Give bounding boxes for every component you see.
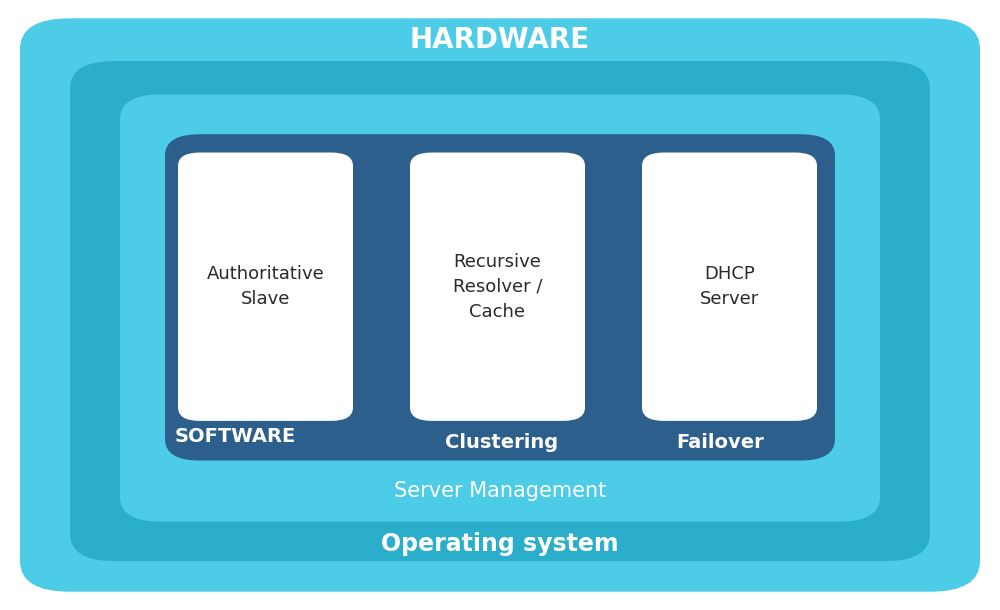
FancyBboxPatch shape [20, 18, 980, 592]
Text: HARDWARE: HARDWARE [410, 26, 590, 54]
Text: Operating system: Operating system [381, 532, 619, 556]
FancyBboxPatch shape [120, 95, 880, 522]
Text: SOFTWARE: SOFTWARE [175, 426, 296, 446]
FancyBboxPatch shape [642, 152, 817, 421]
FancyBboxPatch shape [165, 134, 835, 461]
FancyBboxPatch shape [178, 152, 353, 421]
FancyBboxPatch shape [70, 61, 930, 561]
Text: Recursive
Resolver /
Cache: Recursive Resolver / Cache [453, 253, 542, 321]
Text: Authoritative
Slave: Authoritative Slave [207, 265, 324, 308]
Text: Server Management: Server Management [394, 481, 606, 501]
Text: Failover: Failover [676, 432, 764, 452]
FancyBboxPatch shape [410, 152, 585, 421]
Text: Clustering: Clustering [445, 432, 559, 452]
Text: DHCP
Server: DHCP Server [700, 265, 759, 308]
